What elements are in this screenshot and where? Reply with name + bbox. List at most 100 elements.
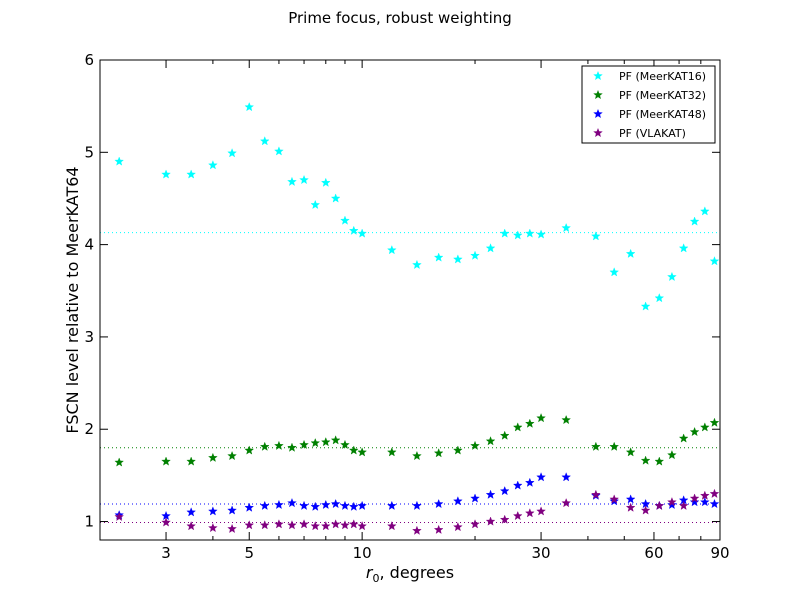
data-point-s2-24 (525, 477, 535, 487)
y-tick-label-2: 3 (84, 328, 94, 346)
legend-label-3: PF (VLAKAT) (619, 127, 686, 140)
data-point-s3-25 (536, 506, 546, 516)
data-point-s1-33 (678, 433, 689, 443)
data-point-s1-2 (186, 456, 196, 466)
data-point-s1-31 (654, 456, 665, 466)
data-point-s1-23 (512, 422, 523, 432)
data-point-s3-28 (609, 494, 620, 504)
data-point-s3-8 (287, 520, 297, 530)
data-point-s2-36 (709, 498, 720, 509)
x-tick-label-5: 90 (710, 544, 729, 562)
legend-label-2: PF (MeerKAT48) (619, 108, 706, 121)
data-point-s0-13 (340, 215, 350, 225)
data-point-s3-21 (485, 516, 496, 526)
data-point-s0-34 (689, 216, 700, 226)
data-point-s0-6 (259, 136, 270, 146)
data-point-s1-17 (412, 450, 422, 461)
data-point-s3-11 (320, 521, 331, 531)
data-point-s3-1 (161, 517, 171, 527)
data-point-s1-29 (625, 447, 636, 457)
data-point-s1-9 (299, 439, 309, 450)
data-point-s1-14 (348, 445, 359, 455)
data-point-s1-18 (433, 448, 444, 458)
y-tick-label-1: 2 (84, 420, 94, 438)
data-point-s2-13 (340, 500, 350, 510)
data-point-s0-4 (227, 148, 237, 158)
x-axis-label: r0, degrees (366, 563, 454, 585)
data-point-s3-24 (525, 508, 535, 518)
data-point-s3-17 (412, 525, 422, 535)
data-point-s2-7 (274, 499, 284, 510)
data-point-s2-6 (259, 500, 270, 510)
data-point-s1-21 (485, 436, 496, 446)
data-point-s0-25 (536, 229, 546, 239)
data-point-s1-22 (499, 430, 510, 440)
x-tick-label-4: 60 (644, 544, 663, 562)
legend-marker-2 (593, 108, 603, 119)
data-point-s2-8 (287, 498, 297, 508)
data-point-s2-19 (453, 496, 463, 506)
data-point-s2-34 (689, 497, 700, 507)
data-point-s0-29 (625, 248, 636, 258)
data-point-s3-7 (274, 519, 284, 529)
data-point-s3-6 (259, 520, 270, 530)
data-point-s0-33 (678, 243, 689, 253)
x-tick-label-3: 30 (532, 544, 551, 562)
data-point-s1-12 (330, 435, 341, 445)
data-point-s0-18 (433, 252, 444, 262)
data-point-s1-28 (609, 441, 620, 451)
data-point-s1-3 (208, 452, 218, 462)
data-point-s0-11 (320, 177, 331, 187)
data-point-s2-4 (227, 505, 237, 515)
plot-frame (99, 59, 721, 541)
data-point-s0-35 (700, 206, 710, 216)
legend-box (581, 65, 716, 144)
data-point-s0-32 (667, 271, 677, 282)
data-point-s1-11 (320, 437, 331, 447)
data-point-s1-5 (244, 445, 255, 455)
data-point-s3-27 (591, 489, 601, 499)
data-point-s1-10 (310, 438, 321, 448)
data-point-s1-1 (161, 456, 171, 466)
data-point-s0-20 (470, 250, 480, 260)
axis-ticks: 3 5 10 30 60 90 1 2 3 4 5 6 (84, 51, 729, 562)
data-point-s1-6 (259, 441, 270, 451)
data-point-s0-22 (499, 228, 510, 238)
data-point-s0-30 (640, 301, 651, 311)
chart-title: Prime focus, robust weighting (288, 9, 512, 27)
data-point-s3-26 (561, 498, 571, 508)
data-point-s2-2 (186, 507, 196, 517)
data-point-s1-0 (114, 457, 124, 467)
data-point-s0-26 (561, 222, 571, 233)
data-point-s0-3 (208, 160, 218, 170)
data-point-s2-16 (387, 500, 397, 510)
data-point-s1-27 (591, 441, 601, 451)
data-point-s1-8 (287, 442, 297, 452)
data-point-s0-16 (387, 245, 397, 255)
data-point-s3-23 (512, 510, 523, 521)
data-point-s2-32 (667, 499, 677, 510)
data-point-s2-15 (357, 500, 367, 510)
data-point-s0-24 (525, 228, 535, 238)
data-point-s1-36 (709, 417, 720, 427)
data-point-s1-15 (357, 447, 367, 457)
data-point-s3-34 (689, 493, 700, 503)
data-point-s1-7 (274, 440, 284, 450)
data-points (114, 102, 720, 535)
data-point-s3-4 (227, 523, 237, 534)
y-tick-label-0: 1 (84, 513, 94, 531)
y-tick-label-4: 5 (84, 143, 94, 161)
data-point-s3-18 (433, 524, 444, 534)
data-point-s3-0 (114, 511, 124, 522)
data-point-s3-33 (678, 500, 689, 510)
x-axis-label-subscript: 0 (373, 572, 380, 585)
data-point-s3-16 (387, 521, 397, 531)
data-point-s0-12 (330, 193, 341, 203)
data-point-s3-35 (700, 490, 710, 500)
data-point-s3-20 (470, 519, 480, 529)
data-point-s3-13 (340, 520, 350, 530)
data-point-s0-10 (310, 199, 321, 210)
data-point-s3-19 (453, 522, 463, 532)
y-axis-label: FSCN level relative to MeerKAT64 (63, 166, 82, 433)
data-point-s0-31 (654, 293, 665, 303)
